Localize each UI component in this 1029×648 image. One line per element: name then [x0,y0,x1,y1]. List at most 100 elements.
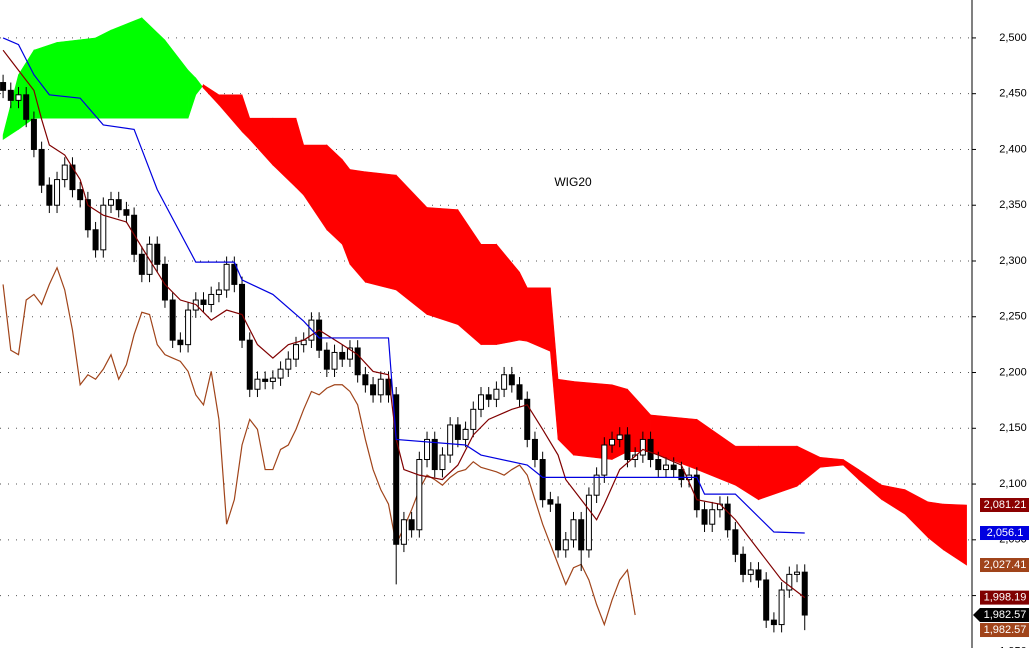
price-tag-label: 1,998.19 [984,592,1027,604]
candle-body [740,553,747,575]
candles [0,74,808,633]
candle-body [208,293,215,305]
cloud-segment [365,171,397,291]
candle-body [701,509,708,525]
candle-body [431,438,438,471]
y-tick-label: 2,100 [999,478,1027,490]
lines [2,37,806,599]
candle-body [747,569,754,575]
candle-body [61,164,68,181]
candle-body [578,519,585,551]
candle-body [354,347,361,376]
cloud-segment [480,243,497,345]
candle-body [593,474,600,496]
candle-body [69,164,76,191]
chart-title: WIG20 [554,175,592,189]
candle-body [138,253,145,275]
cloud-segment [110,17,143,119]
candle-body [377,378,384,396]
cloud-segment [195,77,203,96]
candle-body [539,459,546,501]
candle-body [246,339,253,390]
candle-body [454,424,461,440]
candle-body [38,148,45,186]
indicator-line [2,266,636,627]
candle-body [531,438,538,461]
candle-body [231,263,238,285]
cloud-segment [526,287,551,352]
candle-body [15,94,22,101]
candle-body [709,509,716,525]
candle-body [115,199,122,211]
candle-body [0,82,7,91]
candle-body [508,374,515,386]
candle-body [470,408,477,430]
candle-body [516,384,523,400]
indicator-line [2,49,806,599]
candle-body [639,438,646,456]
candle-body [770,619,777,626]
candle-body [223,263,230,291]
candle-body [154,243,161,265]
candle-body [616,434,623,440]
candle-body [632,454,639,461]
price-tag [980,608,1029,623]
candle-body [323,349,330,370]
candle-body [346,347,353,360]
price-tag-label: 1,982.57 [984,624,1027,636]
candle-body [123,209,130,216]
candle-body [493,388,500,400]
price-tag-label: 1,982.57 [984,609,1027,621]
candle-body [331,351,338,370]
candle-body [169,299,176,341]
tag-pointer [973,608,980,623]
cloud-segment [56,37,96,119]
candle-body [185,309,192,346]
candle-body [393,394,400,545]
candle-body [100,204,107,251]
y-tick-label: 2,450 [999,88,1027,100]
y-tick-label: 2,400 [999,143,1027,155]
candle-body [177,339,184,346]
candle-body [447,424,454,456]
candle-body [362,374,369,386]
cloud-segment [349,169,366,283]
price-tag [980,526,1029,541]
candle-body [408,519,415,531]
price-tag-label: 2,027.41 [984,559,1027,571]
cloud [2,17,967,566]
candle-body [215,289,222,295]
candle-body [107,199,114,206]
candle-body [277,368,284,379]
price-tag [980,590,1029,605]
candle-body [161,263,168,301]
price-tag-label: 2,081.21 [984,499,1027,511]
candle-body [693,474,700,511]
candle-body [424,438,431,461]
candle-body [601,444,608,476]
y-tick-label: 2,150 [999,422,1027,434]
y-tick-label: 2,300 [999,255,1027,267]
candle-body [339,351,346,360]
candle-body [501,374,508,390]
candle-body [647,438,654,461]
candle-body [724,503,731,531]
candle-body [400,519,407,545]
candle-body [462,428,469,440]
indicator-line [2,37,805,534]
cloud-segment [426,207,459,325]
candle-body [555,503,562,551]
candle-body [794,571,801,575]
candle-body [670,464,677,471]
candle-body [570,519,577,541]
candle-body [54,179,61,206]
candle-body [416,459,423,531]
candle-body [547,499,554,505]
price-tag [980,558,1029,573]
y-tick-label: 2,350 [999,199,1027,211]
candle-body [778,589,785,626]
candle-body [439,454,446,471]
candle-body [292,344,299,360]
cloud-segment [326,144,343,245]
